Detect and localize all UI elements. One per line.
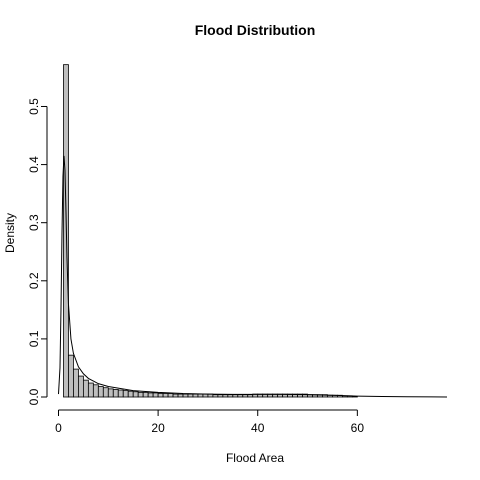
histogram-bar bbox=[82, 379, 89, 398]
histogram-bar bbox=[227, 394, 234, 398]
histogram-bar bbox=[87, 382, 94, 398]
histogram-bar bbox=[107, 388, 114, 398]
histogram-bar bbox=[222, 394, 229, 398]
x-tick-label: 40 bbox=[251, 421, 265, 435]
histogram-bar bbox=[142, 391, 149, 398]
x-axis: 0 20 40 60 bbox=[55, 409, 365, 435]
histogram-bar bbox=[177, 393, 184, 398]
histogram-bar bbox=[162, 393, 169, 398]
histogram-bar bbox=[212, 394, 219, 398]
y-tick-label: 0.1 bbox=[27, 330, 41, 347]
x-tick-label: 20 bbox=[151, 421, 165, 435]
histogram-bar bbox=[73, 368, 79, 398]
y-tick-label: 0.3 bbox=[27, 214, 41, 231]
histogram-bar bbox=[78, 375, 84, 398]
chart-title: Flood Distribution bbox=[195, 22, 316, 38]
histogram-bar bbox=[117, 389, 124, 398]
histogram-bar bbox=[167, 393, 174, 398]
histogram-bar bbox=[132, 391, 139, 398]
histogram-bar bbox=[92, 384, 99, 398]
histogram-bar bbox=[97, 386, 104, 398]
histogram-bar bbox=[112, 389, 119, 398]
y-tick-label: 0.4 bbox=[27, 156, 41, 173]
density-curve bbox=[57, 155, 448, 398]
histogram-bar bbox=[232, 394, 239, 398]
histogram-bar bbox=[192, 393, 199, 398]
histogram-bar bbox=[102, 387, 109, 398]
y-axis-label: Density bbox=[3, 213, 17, 253]
x-axis-label: Flood Area bbox=[226, 451, 284, 465]
histogram-bar bbox=[152, 392, 159, 398]
x-tick-label: 60 bbox=[351, 421, 365, 435]
y-tick-label: 0.2 bbox=[27, 272, 41, 289]
histogram-bar bbox=[242, 394, 249, 398]
y-tick-label: 0.5 bbox=[27, 98, 41, 115]
histogram-bars bbox=[63, 64, 358, 398]
histogram-bar bbox=[197, 393, 204, 398]
histogram-bar bbox=[237, 394, 244, 398]
histogram-bar bbox=[187, 393, 194, 398]
y-tick-label: 0.0 bbox=[27, 388, 41, 405]
histogram-bar bbox=[217, 394, 224, 398]
histogram-bar bbox=[157, 393, 164, 398]
histogram-bar bbox=[68, 354, 74, 398]
y-axis: 0.0 0.1 0.2 0.3 0.4 0.5 bbox=[27, 98, 48, 405]
histogram-bar bbox=[127, 390, 134, 398]
histogram-bar bbox=[122, 390, 129, 398]
histogram-bar bbox=[172, 393, 179, 398]
histogram-bar bbox=[182, 393, 189, 398]
histogram-bar bbox=[147, 392, 154, 398]
x-tick-label: 0 bbox=[55, 421, 62, 435]
histogram-bar bbox=[137, 391, 144, 398]
histogram-bar bbox=[247, 394, 254, 398]
